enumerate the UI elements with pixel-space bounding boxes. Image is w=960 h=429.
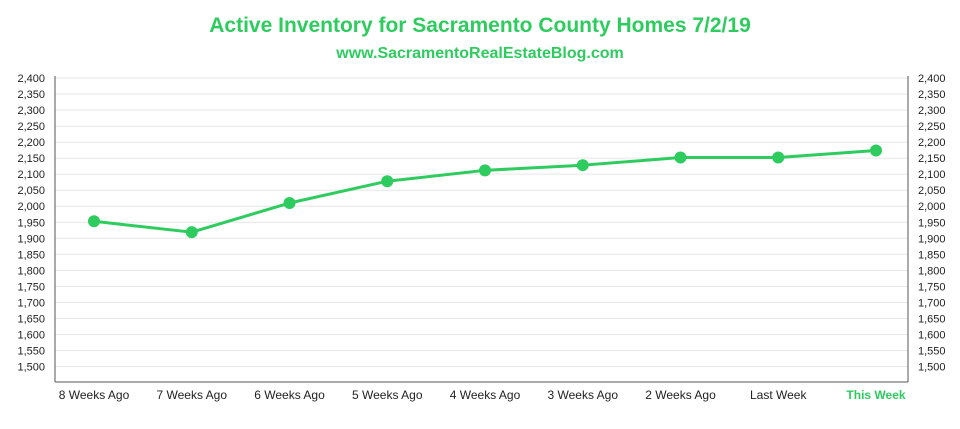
y-tick-label-left: 1,650: [17, 313, 45, 325]
y-tick-label-right: 1,850: [918, 249, 946, 261]
y-tick-label-right: 2,400: [918, 73, 946, 85]
y-tick-label-right: 2,000: [918, 201, 946, 213]
y-tick-label-left: 2,100: [17, 169, 45, 181]
y-tick-label-right: 2,200: [918, 137, 946, 149]
y-tick-label-right: 2,050: [918, 185, 946, 197]
data-point: [479, 164, 491, 177]
y-tick-label-left: 2,150: [17, 153, 45, 165]
data-point: [674, 151, 687, 164]
chart-subtitle: www.SacramentoRealEstateBlog.com: [336, 45, 624, 62]
y-tick-label-left: 2,350: [17, 89, 45, 101]
y-tick-label-left: 1,750: [17, 281, 45, 293]
series-inventory: [88, 144, 882, 239]
y-tick-label-left: 1,800: [17, 265, 45, 277]
y-tick-label-right: 2,250: [918, 121, 946, 133]
y-tick-label-left: 1,500: [17, 362, 45, 374]
data-point: [576, 159, 589, 172]
y-axis-right-ticks: 1,500 1,550 1,600 1,650 1,700 1,750 1,800 1,850…: [918, 73, 946, 374]
y-tick-label-right: 1,600: [918, 329, 946, 341]
data-point: [772, 151, 785, 164]
y-tick-label-left: 1,850: [17, 249, 45, 261]
x-tick-label: 5 Weeks Ago: [352, 388, 423, 402]
y-tick-label-left: 2,400: [17, 73, 45, 85]
y-tick-label-left: 2,250: [17, 121, 45, 133]
y-tick-label-left: 2,200: [17, 137, 45, 149]
y-tick-label-right: 1,550: [918, 345, 946, 357]
x-tick-label: 4 Weeks Ago: [450, 388, 521, 402]
y-tick-label-right: 2,300: [918, 105, 946, 117]
x-tick-label: This Week: [846, 388, 905, 402]
x-tick-label: Last Week: [750, 388, 807, 402]
y-tick-label-left: 1,900: [17, 233, 45, 245]
x-tick-label: 6 Weeks Ago: [254, 388, 325, 402]
axes: [54, 76, 909, 383]
y-tick-label-right: 1,650: [918, 313, 946, 325]
y-tick-label-right: 1,800: [918, 265, 946, 277]
y-tick-label-right: 1,700: [918, 297, 946, 309]
y-tick-label-right: 1,500: [918, 362, 946, 374]
data-point: [870, 144, 882, 157]
y-tick-label-left: 2,050: [17, 185, 45, 197]
y-tick-label-right: 1,950: [918, 217, 946, 229]
x-tick-label: 3 Weeks Ago: [548, 388, 619, 402]
y-tick-label-left: 1,600: [17, 329, 45, 341]
y-tick-label-right: 1,750: [918, 281, 946, 293]
y-tick-label-right: 2,150: [918, 153, 946, 165]
y-axis-left-ticks: 1,500 1,550 1,600 1,650 1,700 1,750 1,800 1,850…: [17, 73, 45, 374]
y-tick-label-right: 2,100: [918, 169, 946, 181]
y-tick-label-right: 2,350: [918, 89, 946, 101]
y-tick-label-left: 1,950: [17, 217, 45, 229]
y-tick-label-left: 1,550: [17, 345, 45, 357]
y-tick-label-left: 2,300: [17, 105, 45, 117]
y-tick-label-right: 1,900: [918, 233, 946, 245]
data-point: [88, 215, 100, 228]
x-tick-label: 2 Weeks Ago: [645, 388, 716, 402]
x-tick-label: 7 Weeks Ago: [157, 388, 228, 402]
data-point: [185, 226, 198, 239]
series-line: [93, 148, 877, 234]
x-tick-label: 8 Weeks Ago: [59, 388, 130, 402]
gridlines: [55, 77, 908, 367]
y-tick-label-left: 1,700: [17, 297, 45, 309]
x-axis-ticks: 8 Weeks Ago 7 Weeks Ago 6 Weeks Ago 5 Weeks…: [59, 388, 906, 402]
data-point: [283, 197, 296, 210]
chart-title: Active Inventory for Sacramento County H…: [209, 14, 751, 37]
data-point: [381, 175, 394, 188]
y-tick-label-left: 2,000: [17, 201, 45, 213]
